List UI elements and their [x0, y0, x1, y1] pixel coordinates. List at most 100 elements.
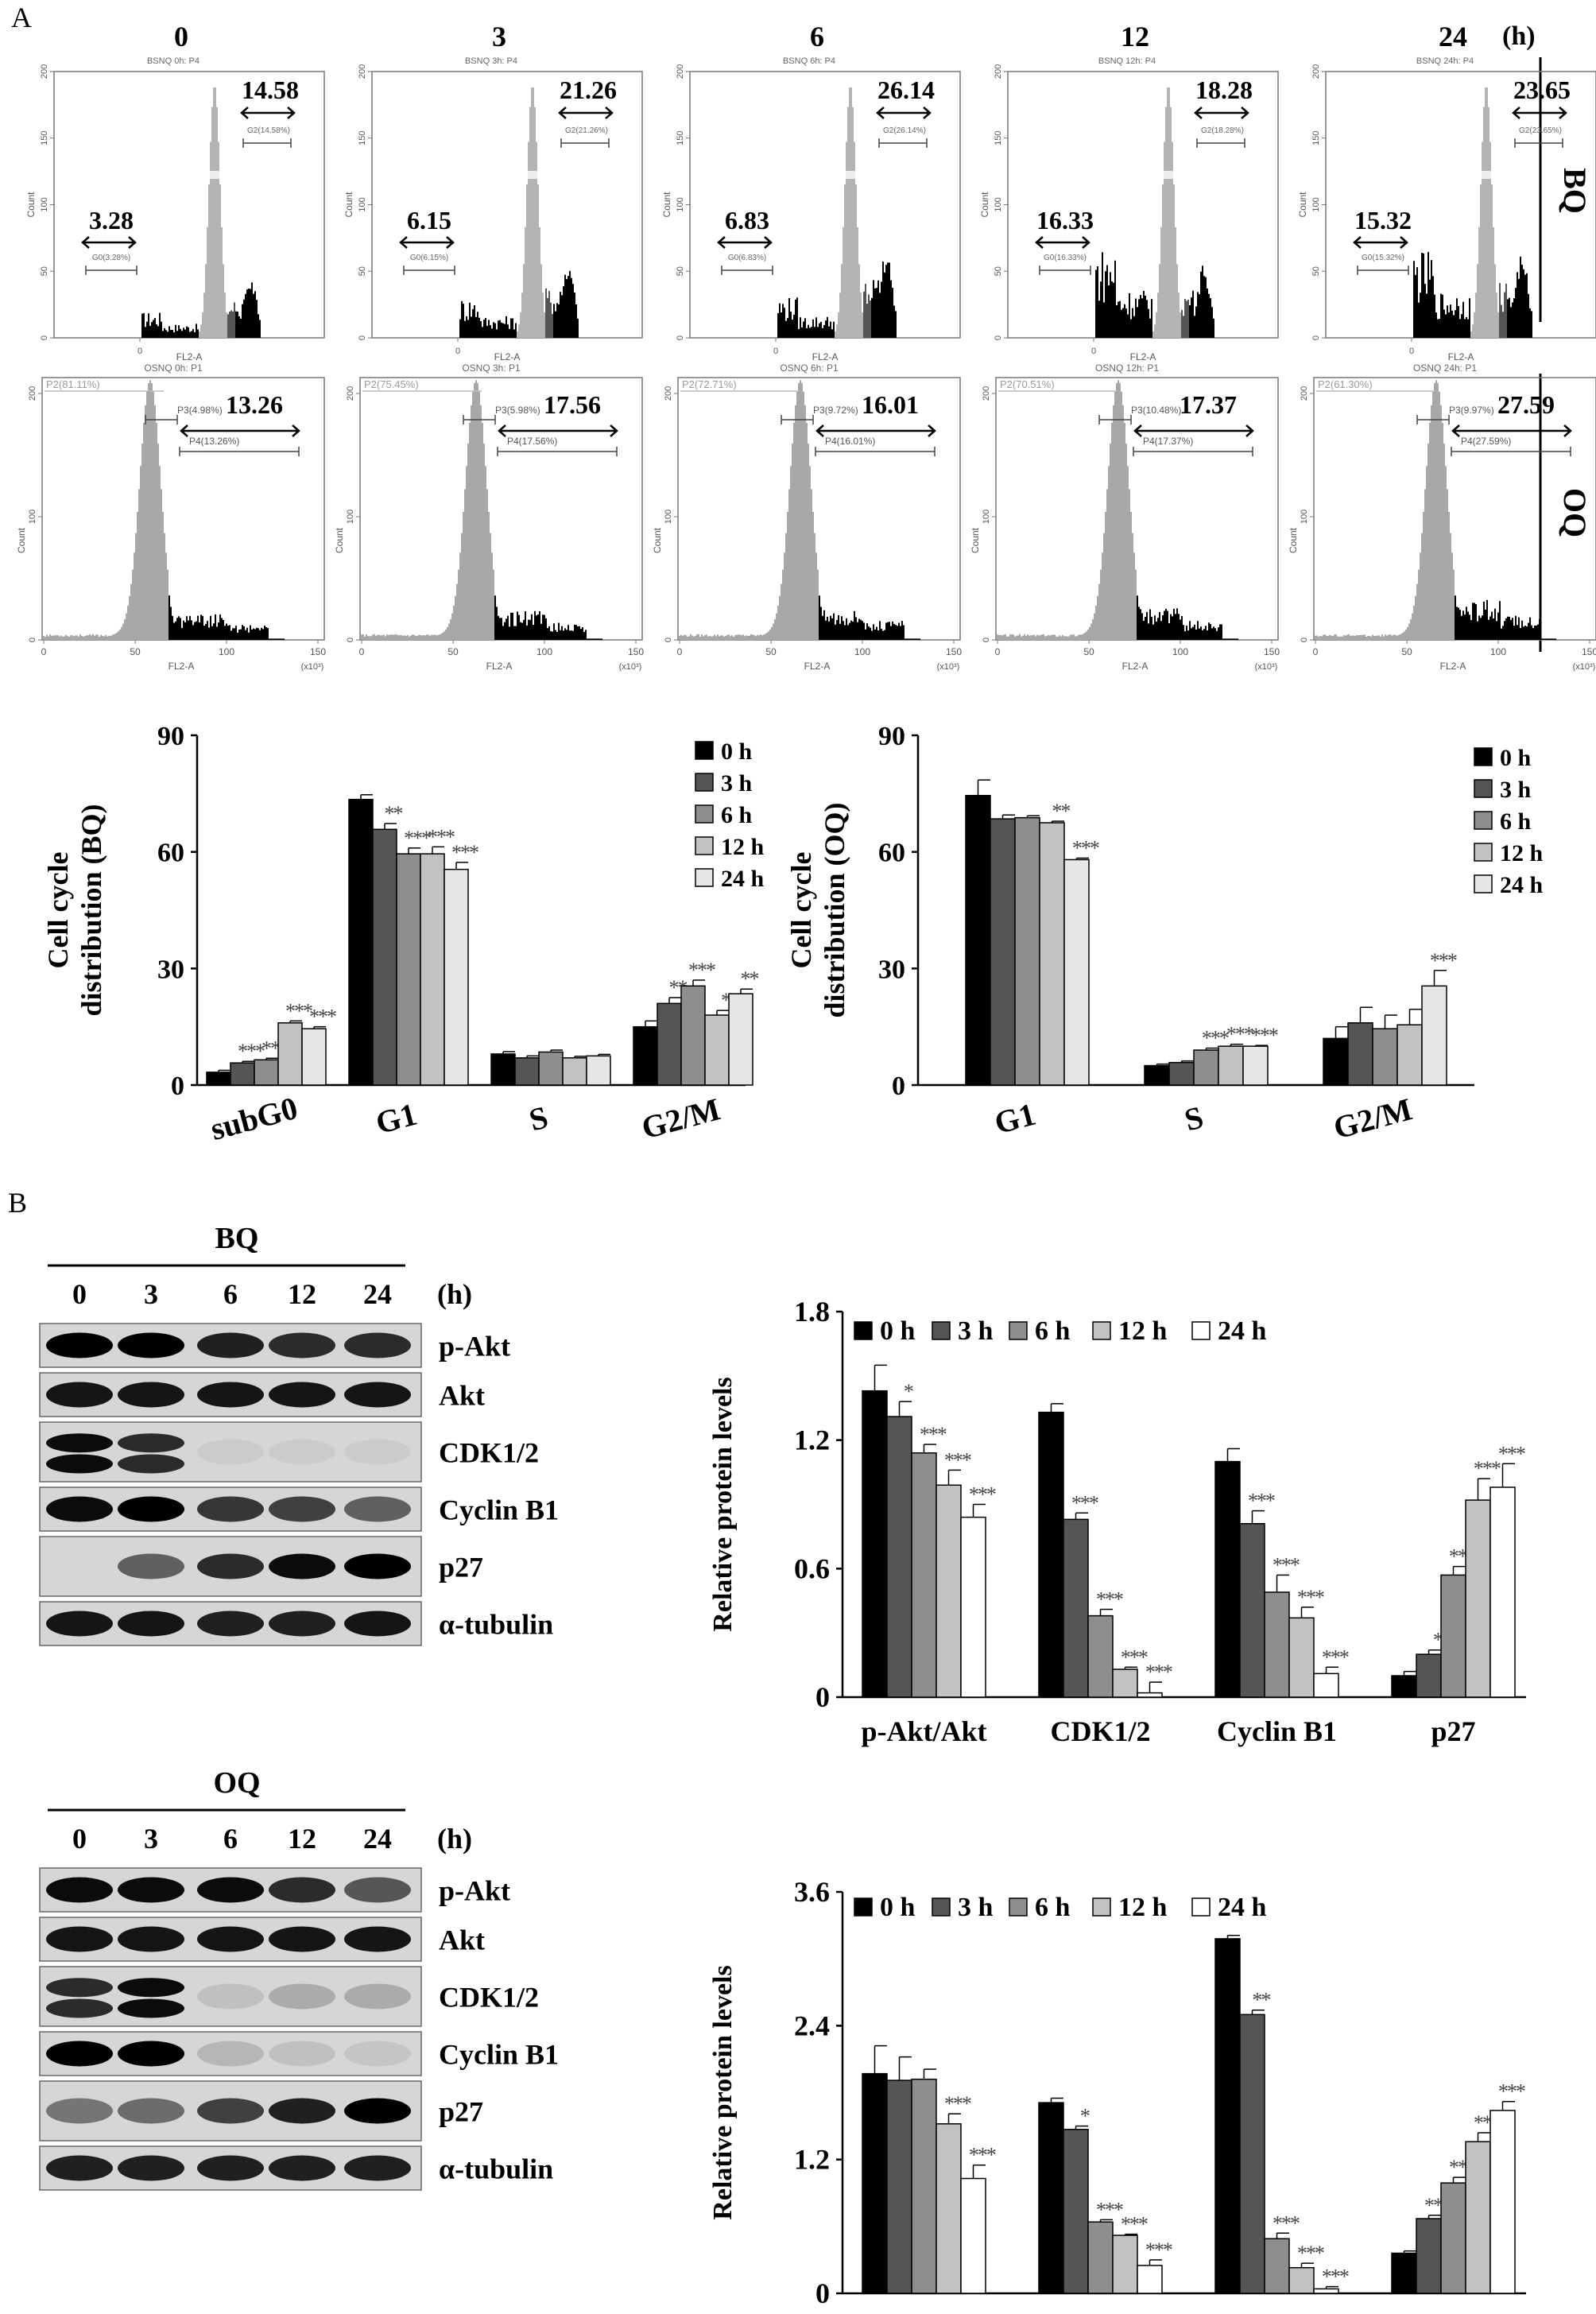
blot-band: [118, 1926, 184, 1952]
significance-mark: ***: [1145, 2238, 1172, 2262]
histogram-bar: [474, 304, 475, 338]
blot-band: [118, 1998, 184, 2018]
histogram-bar: [564, 274, 566, 338]
time-unit-label: (h): [437, 1823, 472, 1855]
protein-label: p-Akt: [439, 1331, 510, 1362]
x-axis-label: FL2-A: [1448, 351, 1474, 362]
histogram-bar: [194, 622, 196, 640]
y-axis-label: Relative protein levels: [708, 1965, 738, 2219]
histogram-bar: [396, 634, 397, 640]
histogram-bar: [580, 629, 582, 640]
bar: [680, 985, 706, 1086]
histogram-bar: [885, 265, 887, 338]
histogram-bar: [230, 310, 232, 338]
blot-band: [46, 1454, 113, 1474]
histogram-bar: [1524, 625, 1526, 640]
histogram-bar: [1197, 292, 1199, 338]
histogram-bar: [529, 107, 531, 338]
bar: [1137, 2265, 1163, 2294]
histogram-bar: [1052, 634, 1054, 640]
histogram-bar: [1472, 603, 1474, 640]
histogram-bar: [1141, 613, 1143, 640]
histogram-bar: [1517, 272, 1518, 338]
bar: [911, 1452, 937, 1698]
blot-band: [344, 1983, 411, 2010]
legend-swatch: [695, 804, 714, 824]
histogram-bar: [825, 620, 827, 640]
histogram-bar: [1342, 636, 1343, 640]
histogram-bar: [275, 638, 277, 640]
histogram-bar: [1097, 266, 1098, 338]
histogram-bar: [466, 466, 467, 640]
histogram-bar: [412, 634, 413, 640]
histogram-bar: [518, 614, 520, 640]
x-axis-unit: (x10³): [619, 662, 642, 672]
histogram-bar: [1445, 314, 1447, 338]
histogram-bar: [227, 626, 229, 640]
histogram-bar: [814, 533, 815, 640]
histogram-bar: [1504, 292, 1505, 338]
histogram-bar: [906, 638, 908, 640]
g0-gate-label: G0(15.32%): [1362, 254, 1404, 262]
histogram-bar: [251, 629, 253, 640]
legend-label: 24 h: [721, 866, 765, 892]
histogram-bar: [526, 625, 528, 640]
histogram-bar: [841, 616, 843, 640]
histogram-bar: [1076, 636, 1078, 640]
g2-arrow: [240, 107, 296, 119]
histogram-bar: [1009, 634, 1011, 640]
histogram-bar: [490, 325, 491, 338]
histogram-bar: [509, 626, 510, 640]
histogram-bar: [1033, 634, 1035, 640]
histogram-bar: [1098, 300, 1100, 338]
g0-value: 16.33: [1036, 206, 1094, 235]
x-tick-label: 50: [765, 646, 777, 657]
histogram-bar: [1149, 609, 1151, 640]
histogram-bar: [259, 630, 261, 640]
blot-band: [46, 2098, 113, 2124]
histogram-bar: [223, 264, 224, 338]
histogram-bar: [1442, 422, 1443, 640]
histogram-bar: [1440, 293, 1442, 338]
histogram-bar: [533, 625, 534, 640]
histogram-bar: [264, 626, 265, 640]
histogram-bar: [831, 618, 833, 640]
p3-gate: [145, 415, 178, 424]
histogram-bar: [180, 618, 181, 640]
histogram-bar: [1319, 635, 1321, 640]
y-axis-label: Relative protein levels: [708, 1377, 738, 1631]
legend-label: 12 h: [1118, 1893, 1168, 1922]
histogram-bar: [1191, 297, 1192, 338]
histogram-bar: [1087, 629, 1089, 640]
histogram-bar: [1048, 634, 1049, 640]
x-tick-label: 0: [1091, 347, 1096, 356]
histogram-bar: [510, 612, 512, 640]
histogram-bar: [1515, 288, 1517, 338]
category-label: subG0: [207, 1090, 301, 1147]
histogram-bar: [1014, 636, 1016, 640]
bar: [372, 828, 397, 1086]
histogram-bar: [1098, 583, 1100, 640]
histogram-bar: [251, 282, 253, 338]
histogram-bar: [717, 634, 719, 640]
blot-band: [197, 1439, 264, 1465]
histogram-bar: [237, 312, 238, 338]
histogram-bar: [499, 618, 501, 640]
histogram-bar: [197, 615, 199, 640]
histogram-bar: [785, 533, 787, 640]
g2-gate-label: G2(18.28%): [1201, 126, 1244, 135]
histogram-bar: [540, 264, 542, 338]
bar: [1288, 1617, 1315, 1698]
histogram-bar: [879, 621, 881, 640]
histogram-bar: [1509, 297, 1510, 338]
histogram-bar: [159, 312, 161, 338]
histogram-bar: [1458, 305, 1459, 338]
y-tick-label: 200: [994, 64, 1003, 79]
histogram-bar: [820, 321, 822, 338]
histogram-bar: [1539, 618, 1540, 640]
y-tick-label: 200: [1311, 64, 1321, 79]
histogram-bar: [1489, 616, 1491, 640]
histogram-bar: [739, 634, 741, 640]
histogram-bar: [1507, 299, 1509, 338]
blot-band: [118, 1978, 184, 1998]
